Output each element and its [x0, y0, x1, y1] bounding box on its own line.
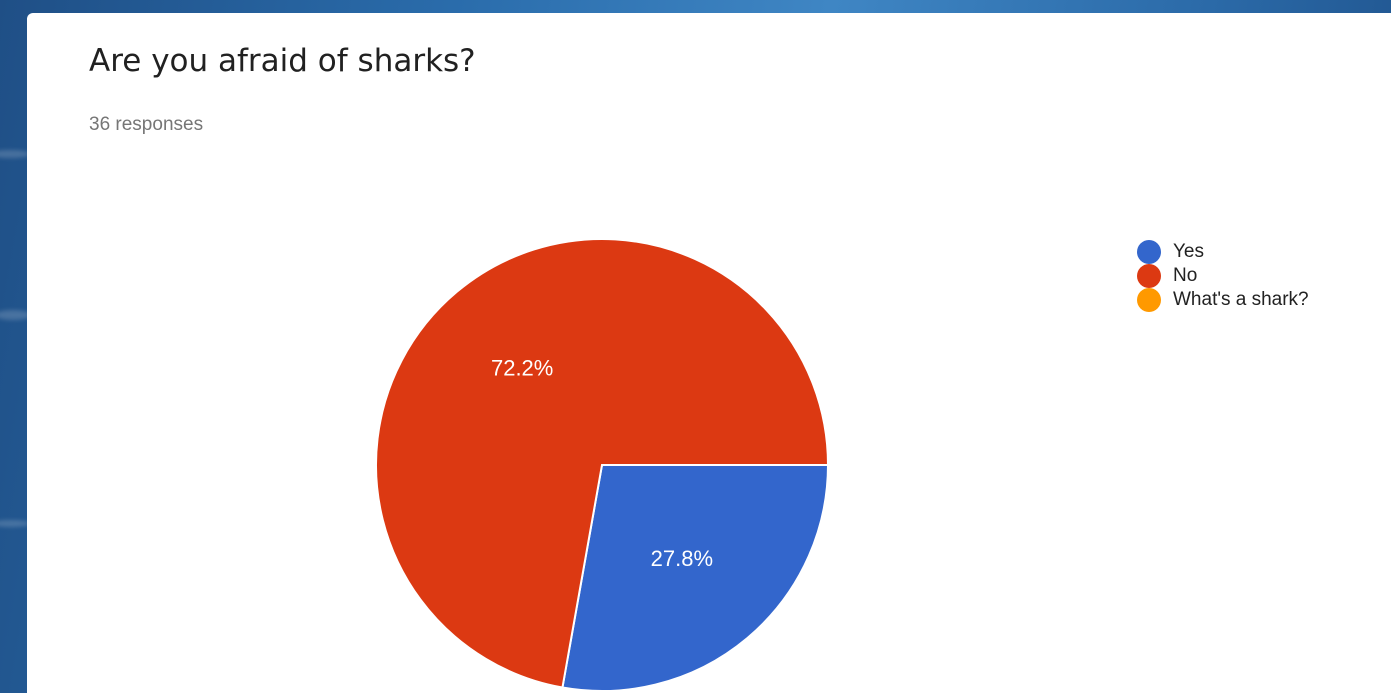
- chart-legend: Yes No What's a shark?: [1137, 240, 1309, 312]
- pie-slice-no[interactable]: [375, 238, 830, 689]
- background-wave: [0, 150, 30, 158]
- background-wave: [0, 520, 30, 527]
- legend-label: What's a shark?: [1173, 289, 1309, 310]
- background-wave: [0, 310, 31, 320]
- slice-percent-label: 72.2%: [491, 356, 553, 381]
- legend-swatch: [1137, 288, 1161, 312]
- legend-swatch: [1137, 240, 1161, 264]
- slice-percent-label: 27.8%: [651, 546, 713, 571]
- legend-swatch: [1137, 264, 1161, 288]
- pie-chart: 27.8% 72.2%: [375, 238, 830, 692]
- legend-label: No: [1173, 265, 1198, 286]
- legend-item[interactable]: No: [1137, 264, 1309, 288]
- legend-item[interactable]: What's a shark?: [1137, 288, 1309, 312]
- question-title: Are you afraid of sharks?: [89, 43, 476, 79]
- legend-label: Yes: [1173, 241, 1204, 262]
- legend-item[interactable]: Yes: [1137, 240, 1309, 264]
- pie-slice-yes[interactable]: [561, 464, 830, 692]
- response-count: 36 responses: [89, 114, 204, 135]
- form-summary-card: Are you afraid of sharks? 36 responses 2…: [27, 13, 1391, 693]
